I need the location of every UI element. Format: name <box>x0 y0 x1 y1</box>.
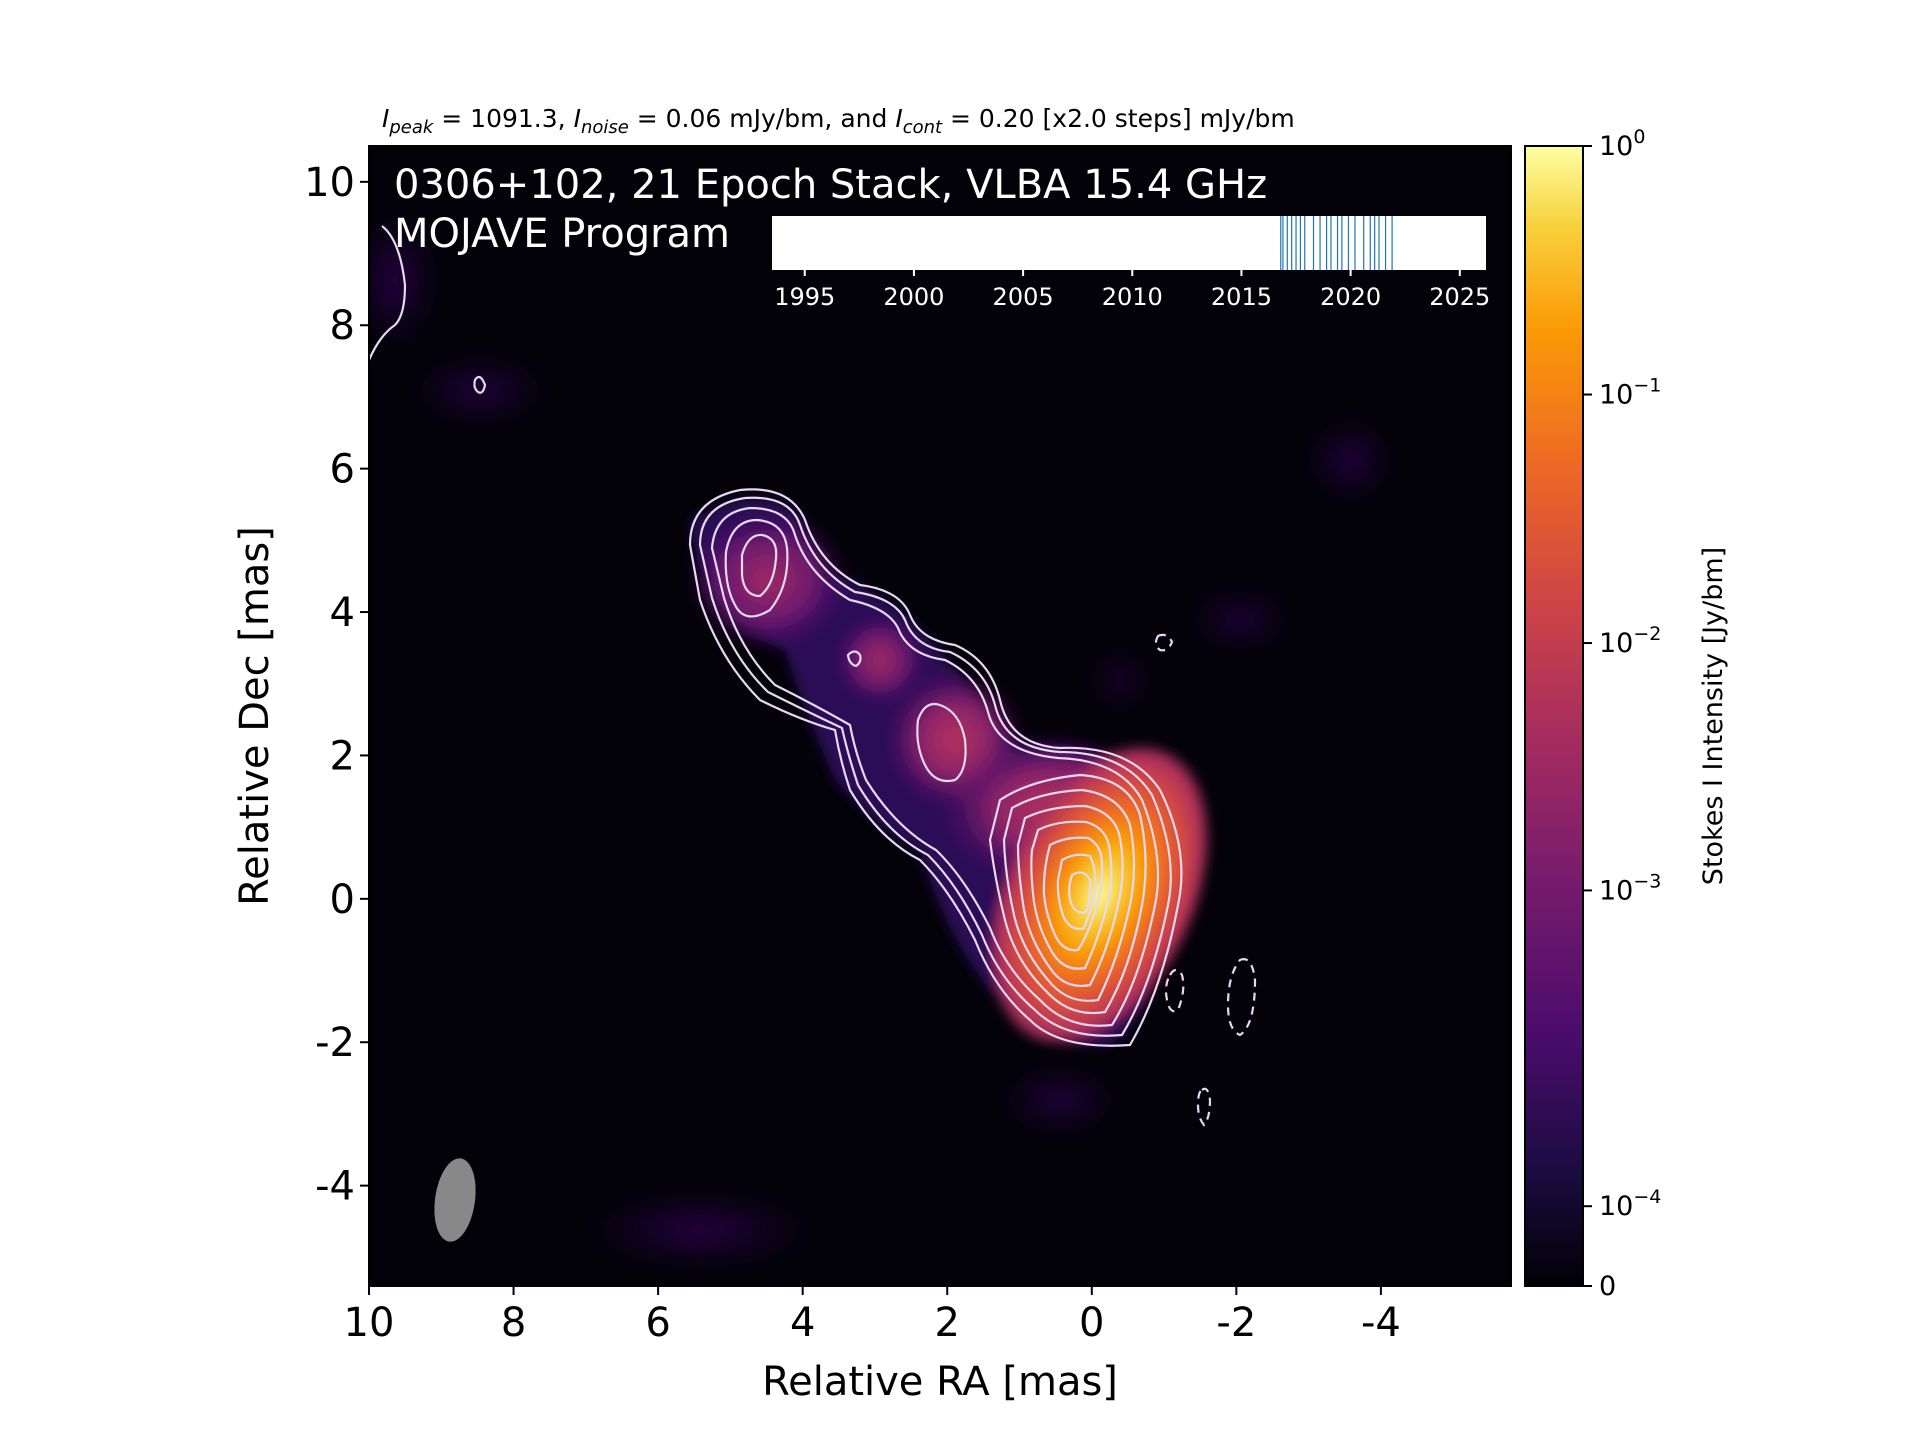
intensity-contours <box>369 225 1257 1127</box>
colorbar-tick-label: 100 <box>1599 126 1645 162</box>
beam-ellipse <box>434 1158 476 1242</box>
image-statistics-header: Ipeak = 1091.3, Inoise = 0.06 mJy/bm, an… <box>382 104 1295 138</box>
timeline-tick-label: 2025 <box>1429 283 1490 311</box>
timeline-tick-label: 2010 <box>1102 283 1163 311</box>
header-i-cont: I <box>895 104 902 133</box>
y-tick-label: 10 <box>304 160 355 206</box>
y-tick-label: -4 <box>315 1164 355 1210</box>
timeline-tick-label: 2015 <box>1211 283 1272 311</box>
y-tick-label: -2 <box>315 1020 355 1066</box>
header-i-peak: I <box>382 104 389 133</box>
x-tick-label: 8 <box>501 1300 526 1346</box>
header-i-peak-sub: peak <box>388 117 435 138</box>
plot-title-line1: 0306+102, 21 Epoch Stack, VLBA 15.4 GHz <box>394 162 1267 208</box>
y-tick-label: 4 <box>330 590 355 636</box>
header-part4: = 0.06 mJy/bm, and <box>629 104 896 133</box>
x-tick-label: -2 <box>1216 1300 1256 1346</box>
colorbar-tick-label: 10−2 <box>1599 623 1661 659</box>
x-tick-label: 6 <box>645 1300 670 1346</box>
x-tick-label: 0 <box>1079 1300 1104 1346</box>
x-tick-label: 2 <box>935 1300 960 1346</box>
header-part2: = 1091.3, <box>433 104 573 133</box>
plot-frame <box>368 145 1512 1287</box>
background-noise <box>369 210 1390 1265</box>
x-tick-label: 4 <box>790 1300 815 1346</box>
x-tick-label: 10 <box>344 1300 395 1346</box>
header-i-noise-sub: noise <box>581 117 629 138</box>
header-i-noise: I <box>574 104 581 133</box>
timeline-tick-label: 2005 <box>993 283 1054 311</box>
epoch-timeline: 1995 2000 2005 2010 2015 2020 2025 <box>772 216 1490 311</box>
negative-contours <box>1154 633 1257 1127</box>
colorbar-label: Stokes I Intensity [Jy/bm] <box>1698 547 1729 885</box>
y-axis-label: Relative Dec [mas] <box>232 526 278 906</box>
x-axis-label: Relative RA [mas] <box>762 1359 1118 1405</box>
timeline-tick-label: 1995 <box>774 283 835 311</box>
y-tick-label: 0 <box>330 877 355 923</box>
y-tick-label: 2 <box>330 733 355 779</box>
colorbar-tick-label: 10−4 <box>1599 1186 1661 1222</box>
colorbar <box>1524 145 1584 1287</box>
colorbar-tick-label: 10−3 <box>1599 870 1661 906</box>
epoch-timeline-box <box>772 216 1486 270</box>
header-part6: = 0.20 [x2.0 steps] mJy/bm <box>942 104 1295 133</box>
y-tick-label: 6 <box>330 447 355 493</box>
timeline-tick-label: 2000 <box>883 283 944 311</box>
colorbar-tick-label: 0 <box>1599 1271 1616 1302</box>
plot-title-line2: MOJAVE Program <box>394 211 730 257</box>
x-tick-label: -4 <box>1361 1300 1401 1346</box>
timeline-tick-label: 2020 <box>1320 283 1381 311</box>
intensity-map <box>369 146 1511 1286</box>
colorbar-tick-label: 10−1 <box>1599 375 1661 411</box>
y-tick-label: 8 <box>330 303 355 349</box>
header-i-cont-sub: cont <box>903 117 943 138</box>
